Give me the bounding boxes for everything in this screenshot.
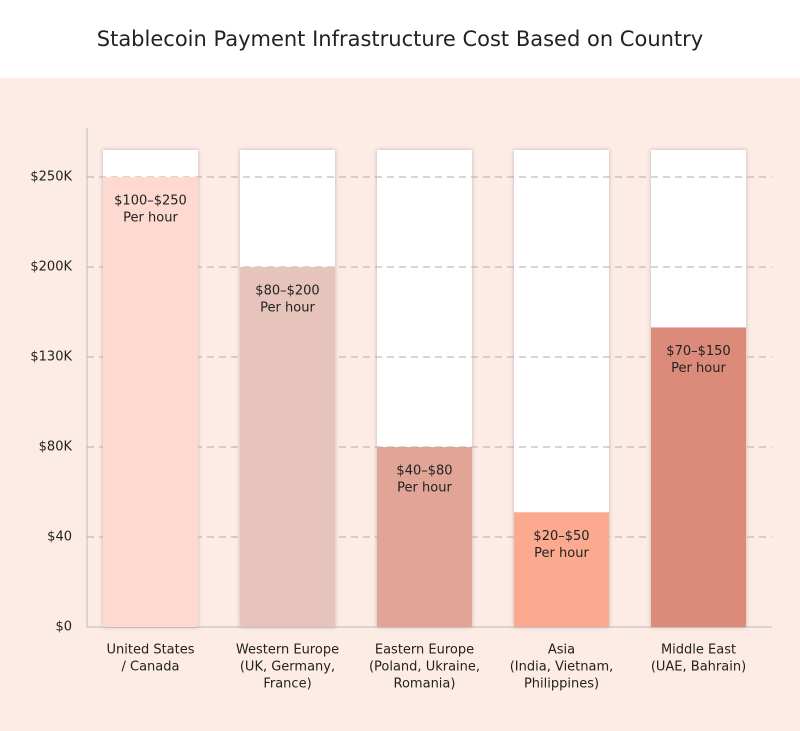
bar-label: Per hour (123, 211, 178, 226)
y-tick-label: $80K (39, 440, 73, 455)
y-tick-label: $40 (47, 530, 72, 545)
x-tick-label: Middle East (661, 643, 736, 658)
y-tick-label: $0 (55, 620, 72, 635)
bar-label: $20–$50 (533, 529, 589, 544)
y-tick-label: $250K (30, 170, 72, 185)
y-tick-label: $200K (30, 260, 72, 275)
bar (103, 177, 198, 627)
header-bg (0, 0, 800, 78)
bar (514, 512, 609, 627)
x-tick-label: France) (263, 677, 311, 692)
y-tick-label: $130K (30, 350, 72, 365)
x-tick-label: (UK, Germany, (240, 660, 335, 675)
x-tick-label: United States (106, 643, 194, 658)
bar-label: Per hour (671, 361, 726, 376)
bar-label: Per hour (397, 481, 452, 496)
x-tick-label: (India, Vietnam, (510, 660, 614, 675)
bar-label: Per hour (534, 546, 589, 561)
x-tick-label: Asia (548, 643, 575, 658)
x-tick-label: / Canada (122, 660, 180, 675)
x-tick-label: Philippines) (524, 677, 599, 692)
x-tick-label: Western Europe (236, 643, 339, 658)
bar-label: $100–$250 (114, 194, 187, 209)
bar (240, 267, 335, 627)
x-tick-label: Eastern Europe (375, 643, 474, 658)
bar (377, 447, 472, 627)
chart-title: Stablecoin Payment Infrastructure Cost B… (97, 27, 703, 51)
bar-label: $80–$200 (255, 284, 319, 299)
bar-label: $70–$150 (666, 344, 730, 359)
bar (651, 327, 746, 627)
x-tick-label: (UAE, Bahrain) (651, 660, 746, 675)
x-tick-label: (Poland, Ukraine, (369, 660, 480, 675)
x-tick-label: Romania) (394, 677, 456, 692)
bar-label: Per hour (260, 301, 315, 316)
bar-label: $40–$80 (396, 464, 452, 479)
